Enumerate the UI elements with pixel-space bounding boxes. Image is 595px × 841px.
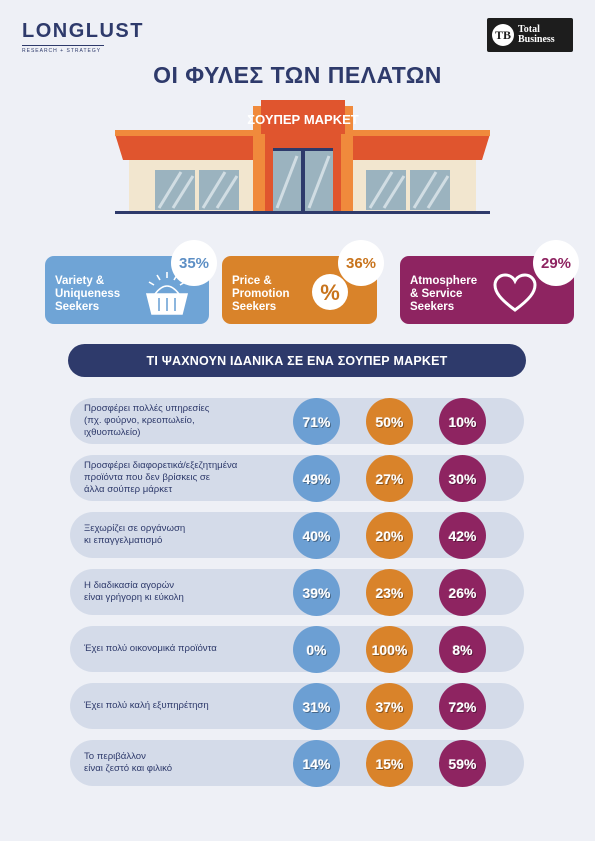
- table-row: Το περιβάλλον είναι ζεστό και φιλικό 14% 15…: [70, 740, 524, 787]
- value-circle-price: 15%: [366, 740, 413, 787]
- row-label-line: ιχθυοπωλείο): [84, 427, 141, 438]
- value-circle-price: 37%: [366, 683, 413, 730]
- segment-label-line: & Service: [410, 288, 463, 300]
- segment-label-line: Seekers: [55, 301, 100, 313]
- value-circle-variety: 40%: [293, 512, 340, 559]
- value-circle-atmosphere: 59%: [439, 740, 486, 787]
- row-label-line: Προσφέρει διαφορετικά/εξεζητημένα: [84, 460, 238, 471]
- row-label-line: Έχει πολύ οικονομικά προϊόντα: [84, 643, 217, 654]
- row-label: Η διαδικασία αγορών είναι γρήγορη κι εύκο…: [84, 569, 274, 615]
- value-circle-atmosphere: 26%: [439, 569, 486, 616]
- value-circle-variety: 31%: [293, 683, 340, 730]
- row-label: Το περιβάλλον είναι ζεστό και φιλικό: [84, 740, 274, 786]
- segment-card-price: Price & Promotion Seekers 36% %: [222, 240, 384, 324]
- store-sign: ΣΟΥΠΕΡ ΜΑΡΚΕΤ: [247, 112, 359, 127]
- row-label-line: (πχ. φούρνο, κρεοπωλείο,: [84, 415, 195, 426]
- value-circle-variety: 0%: [293, 626, 340, 673]
- tb-mark: TB: [492, 24, 514, 46]
- segment-percent: 29%: [533, 240, 579, 286]
- segment-card-atmosphere: Atmosphere & Service Seekers 29%: [400, 240, 579, 324]
- segment-card-variety: Variety & Uniqueness Seekers 35%: [45, 240, 217, 324]
- section-banner: ΤΙ ΨΑΧΝΟΥΝ ΙΔΑΝΙΚΑ ΣΕ ΕΝΑ ΣΟΥΠΕΡ ΜΑΡΚΕΤ: [68, 344, 526, 377]
- table-row: Έχει πολύ καλή εξυπηρέτηση 31% 37% 72%: [70, 683, 524, 730]
- row-label-line: προϊόντα που δεν βρίσκεις σε: [84, 472, 211, 483]
- row-label-line: κι επαγγελματισμό: [84, 535, 163, 546]
- row-label: Έχει πολύ καλή εξυπηρέτηση: [84, 683, 274, 729]
- total-business-logo: TB Total Business: [487, 18, 573, 52]
- row-label: Έχει πολύ οικονομικά προϊόντα: [84, 626, 274, 672]
- longlust-logo: LONGLUST RESEARCH + STRATEGY: [22, 20, 144, 54]
- table-row: Προσφέρει πολλές υπηρεσίες (πχ. φούρνο, κ…: [70, 398, 524, 445]
- row-label-line: είναι ζεστό και φιλικό: [84, 763, 173, 774]
- segment-label-line: Seekers: [232, 301, 277, 313]
- row-label: Προσφέρει πολλές υπηρεσίες (πχ. φούρνο, κ…: [84, 398, 274, 444]
- value-circle-atmosphere: 42%: [439, 512, 486, 559]
- total-business-wordmark: Total Business: [518, 25, 555, 45]
- value-circle-price: 100%: [366, 626, 413, 673]
- segment-label-line: Atmosphere: [410, 275, 478, 287]
- heart-icon: [493, 273, 537, 312]
- table-row: Ξεχωρίζει σε οργάνωση κι επαγγελματισμό 40…: [70, 512, 524, 559]
- logo-divider: [22, 45, 104, 46]
- segment-label-line: Uniqueness: [55, 288, 121, 300]
- logo-word-total: Total: [518, 24, 540, 35]
- value-circle-variety: 14%: [293, 740, 340, 787]
- logo-word-business: Business: [518, 34, 555, 45]
- segment-label: Variety & Uniqueness Seekers: [55, 275, 135, 314]
- percent-icon: %: [312, 274, 348, 310]
- longlust-tagline: RESEARCH + STRATEGY: [22, 48, 102, 54]
- value-circle-price: 50%: [366, 398, 413, 445]
- row-label-line: Ξεχωρίζει σε οργάνωση: [84, 523, 186, 534]
- row-label-line: Έχει πολύ καλή εξυπηρέτηση: [84, 700, 209, 711]
- value-circle-variety: 71%: [293, 398, 340, 445]
- segment-label-line: Price &: [232, 275, 272, 287]
- row-label-line: Η διαδικασία αγορών: [84, 580, 174, 591]
- row-label: Προσφέρει διαφορετικά/εξεζητημένα προϊόντ…: [84, 455, 274, 501]
- row-label-line: είναι γρήγορη κι εύκολη: [84, 592, 184, 603]
- row-label-line: Το περιβάλλον: [84, 751, 146, 762]
- segment-label: Price & Promotion Seekers: [232, 275, 312, 314]
- value-circle-price: 20%: [366, 512, 413, 559]
- value-circle-price: 27%: [366, 455, 413, 502]
- value-circle-atmosphere: 30%: [439, 455, 486, 502]
- value-circle-price: 23%: [366, 569, 413, 616]
- table-row: Η διαδικασία αγορών είναι γρήγορη κι εύκο…: [70, 569, 524, 616]
- segment-label-line: Seekers: [410, 301, 455, 313]
- row-label: Ξεχωρίζει σε οργάνωση κι επαγγελματισμό: [84, 512, 274, 558]
- segment-percent: 36%: [338, 240, 384, 286]
- value-circle-atmosphere: 10%: [439, 398, 486, 445]
- value-circle-variety: 39%: [293, 569, 340, 616]
- supermarket-illustration: ΣΟΥΠΕΡ ΜΑΡΚΕΤ: [115, 100, 490, 214]
- segment-label-line: Variety &: [55, 275, 105, 287]
- basket-icon: [145, 272, 189, 315]
- svg-text:%: %: [320, 280, 340, 305]
- row-label-line: άλλα σούπερ μάρκετ: [84, 484, 173, 495]
- segment-label: Atmosphere & Service Seekers: [410, 275, 490, 314]
- segment-percent: 35%: [171, 240, 217, 286]
- value-circle-variety: 49%: [293, 455, 340, 502]
- page-title: ΟΙ ΦΥΛΕΣ ΤΩΝ ΠΕΛΑΤΩΝ: [153, 62, 442, 88]
- segment-label-line: Promotion: [232, 288, 290, 300]
- value-circle-atmosphere: 8%: [439, 626, 486, 673]
- row-label-line: Προσφέρει πολλές υπηρεσίες: [84, 403, 210, 414]
- table-row: Έχει πολύ οικονομικά προϊόντα 0% 100% 8%: [70, 626, 524, 673]
- value-circle-atmosphere: 72%: [439, 683, 486, 730]
- table-row: Προσφέρει διαφορετικά/εξεζητημένα προϊόντ…: [70, 455, 524, 502]
- longlust-wordmark: LONGLUST: [22, 20, 144, 42]
